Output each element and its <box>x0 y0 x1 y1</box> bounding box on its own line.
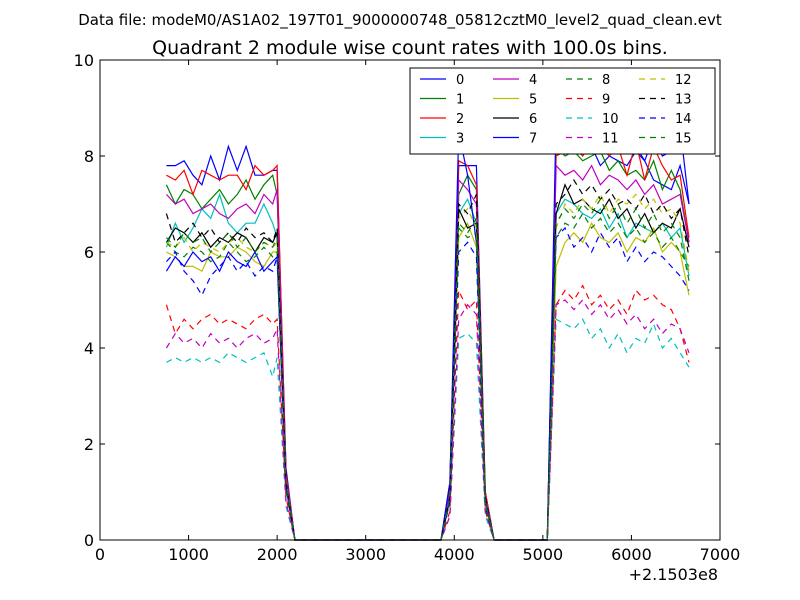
chart-title: Quadrant 2 module wise count rates with … <box>152 37 668 59</box>
series-line-1 <box>165 144 690 541</box>
y-tick-label: 0 <box>84 531 94 550</box>
plot-lines <box>165 98 690 541</box>
series-line-0 <box>166 135 690 541</box>
y-tick-label: 4 <box>84 339 94 358</box>
series-line-8 <box>165 212 690 541</box>
legend-label-11: 11 <box>602 132 619 147</box>
legend-label-12: 12 <box>675 73 692 88</box>
x-offset-label: +2.1503e8 <box>629 565 718 584</box>
y-tick-label: 8 <box>84 147 94 166</box>
series-line-4 <box>165 164 690 541</box>
legend-box <box>409 67 716 155</box>
series-line-12 <box>166 193 690 541</box>
series-line-9 <box>165 284 690 541</box>
series-line-5 <box>166 221 690 541</box>
y-tick-label: 2 <box>84 435 94 454</box>
x-tick-label: 1000 <box>168 545 209 564</box>
x-tick-label: 4000 <box>434 545 475 564</box>
legend-label-2: 2 <box>456 112 464 127</box>
x-axis-ticks: 0 1000 2000 3000 4000 5000 6000 7000 <box>95 60 740 564</box>
legend-label-5: 5 <box>529 93 537 108</box>
chart-suptitle: Data file: modeM0/AS1A02_197T01_90000007… <box>78 11 722 30</box>
legend-label-14: 14 <box>675 112 692 127</box>
x-tick-label: 7000 <box>700 545 741 564</box>
series-line-13 <box>165 178 690 541</box>
legend-label-13: 13 <box>675 93 692 108</box>
series-line-10 <box>166 318 690 541</box>
legend-label-9: 9 <box>602 93 610 108</box>
x-tick-label: 0 <box>95 545 105 564</box>
legend-label-4: 4 <box>529 73 537 88</box>
legend-label-15: 15 <box>675 132 692 147</box>
series-line-6 <box>165 183 690 541</box>
legend-label-0: 0 <box>456 73 464 88</box>
x-tick-label: 6000 <box>611 545 652 564</box>
legend-label-3: 3 <box>456 132 464 147</box>
x-tick-label: 3000 <box>345 545 386 564</box>
legend-label-6: 6 <box>529 112 537 127</box>
series-line-11 <box>165 299 690 541</box>
y-tick-label: 10 <box>74 51 94 70</box>
x-tick-label: 2000 <box>257 545 298 564</box>
series-line-2 <box>166 140 690 541</box>
x-tick-label: 5000 <box>522 545 563 564</box>
legend-label-7: 7 <box>529 132 537 147</box>
legend-label-10: 10 <box>602 112 619 127</box>
series-line-3 <box>165 192 690 541</box>
series-line-15 <box>165 197 690 541</box>
legend-label-8: 8 <box>602 73 610 88</box>
series-line-14 <box>165 226 690 541</box>
legend-label-1: 1 <box>456 93 464 108</box>
plot-area-frame <box>99 59 721 541</box>
series-line-7 <box>165 98 690 541</box>
y-tick-label: 6 <box>84 243 94 262</box>
